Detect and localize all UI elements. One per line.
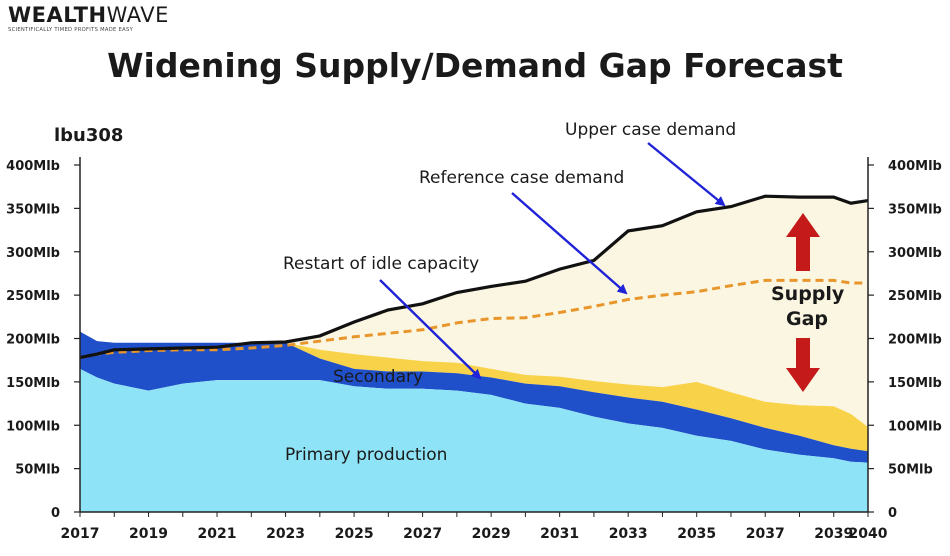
x-tick-label: 2025: [335, 526, 374, 542]
y-tick-label-right: 300Mlb: [888, 246, 942, 261]
x-tick-label: 2031: [540, 526, 579, 542]
upper-demand-arrow: [647, 142, 726, 207]
y-tick-label-left: 250Mlb: [6, 289, 60, 304]
upper-case-demand-label: Upper case demand: [565, 120, 736, 140]
x-tick-label: 2037: [746, 526, 785, 542]
logo-tagline: SCIENTIFICALLY TIMED PROFITS MADE EASY: [8, 27, 134, 33]
x-tick-label: 2019: [129, 526, 168, 542]
restart-idle-capacity-area: [80, 331, 868, 452]
supply-gap-label-line1: Supply: [771, 283, 845, 305]
restart-idle-capacity-label: Restart of idle capacity: [283, 254, 479, 274]
primary-production-area: [80, 368, 868, 512]
x-tick-label: 2033: [609, 526, 648, 542]
y-tick-label-right: 100Mlb: [888, 419, 942, 434]
y-tick-label-right: 350Mlb: [888, 202, 942, 217]
wealthwave-logo: WEALTHWAVE SCIENTIFICALLY TIMED PROFITS …: [8, 4, 169, 33]
chart-title: Widening Supply/Demand Gap Forecast: [107, 46, 843, 85]
secondary-area: [80, 331, 868, 463]
x-tick-label: 2039: [814, 526, 853, 542]
logo-part1: WEALTH: [8, 3, 107, 27]
y-tick-label-left: 0: [51, 506, 60, 521]
gap-up-arrow: [786, 213, 820, 271]
x-tick-label: 2040: [849, 526, 888, 542]
supply-gap-area: [80, 196, 868, 427]
gap-down-arrow: [786, 338, 820, 392]
x-tick-label: 2035: [677, 526, 716, 542]
y-tick-label-right: 200Mlb: [888, 333, 942, 348]
y-tick-label-left: 50Mlb: [15, 463, 60, 478]
y-tick-label-left: 350Mlb: [6, 202, 60, 217]
x-tick-label: 2021: [198, 526, 237, 542]
supply-gap-label-line2: Gap: [786, 308, 828, 330]
y-tick-label-left: 200Mlb: [6, 333, 60, 348]
reference-demand-arrow: [511, 192, 628, 295]
upper-demand-line: [79, 194, 869, 360]
y-tick-label-right: 0: [888, 506, 897, 521]
y-tick-label-right: 250Mlb: [888, 289, 942, 304]
y-axis-unit-label: lbu308: [54, 125, 123, 146]
logo-part2: WAVE: [106, 3, 169, 27]
y-tick-label-right: 150Mlb: [888, 376, 942, 391]
y-tick-label-left: 150Mlb: [6, 376, 60, 391]
chart-annotations: lbu308 Upper case demand Reference case …: [54, 120, 845, 465]
y-tick-label-left: 100Mlb: [6, 419, 60, 434]
x-tick-label: 2023: [266, 526, 305, 542]
x-tick-label: 2027: [403, 526, 442, 542]
x-tick-label: 2017: [61, 526, 100, 542]
primary-production-label: Primary production: [285, 445, 447, 465]
chart-lines: [79, 194, 869, 360]
logo-wordmark: WEALTHWAVE: [8, 4, 169, 26]
chart-areas: [80, 196, 868, 512]
secondary-label: Secondary: [333, 367, 423, 387]
reference-case-demand-label: Reference case demand: [419, 168, 624, 188]
reference-demand-line: [79, 278, 868, 360]
y-tick-label-right: 400Mlb: [888, 159, 942, 174]
y-tick-label-right: 50Mlb: [888, 463, 933, 478]
restart-capacity-arrow: [379, 279, 482, 380]
x-tick-label: 2029: [472, 526, 511, 542]
chart-axes: 0 0 50Mlb 50Mlb 100Mlb 100Mlb 150Mlb 150Mlb 200M…: [6, 157, 942, 542]
y-tick-label-left: 400Mlb: [6, 159, 60, 174]
y-tick-label-left: 300Mlb: [6, 246, 60, 261]
